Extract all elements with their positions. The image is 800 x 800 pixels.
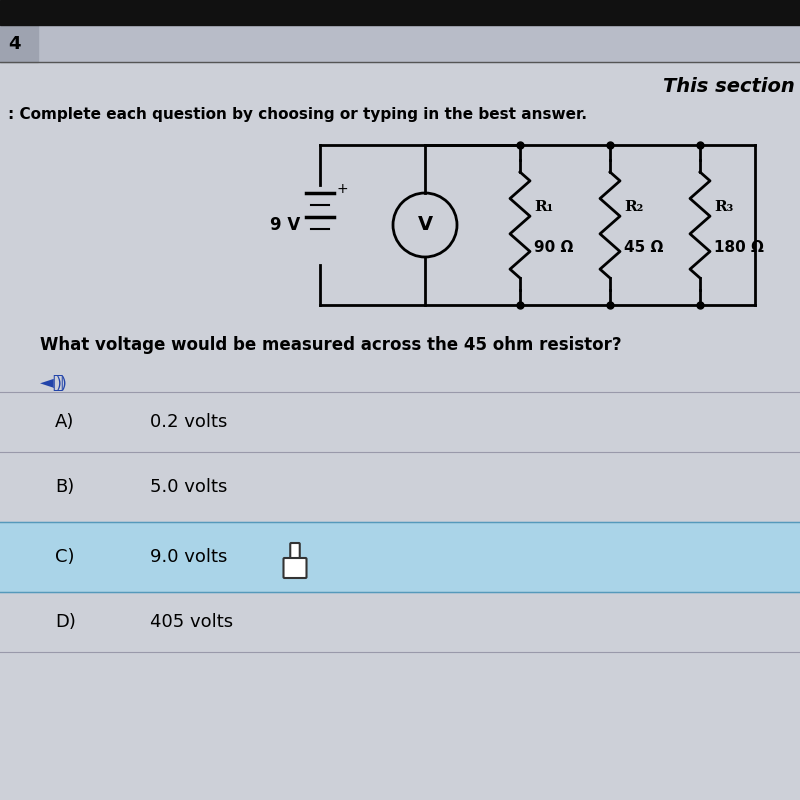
Text: 9 V: 9 V [270,216,300,234]
Text: ◄⧗: ◄⧗ [40,374,65,392]
Text: This section: This section [663,77,795,95]
Text: )): )) [56,375,68,390]
Text: 5.0 volts: 5.0 volts [150,478,227,496]
Text: R₃: R₃ [714,200,734,214]
Text: R₁: R₁ [534,200,554,214]
Bar [0,522,800,592]
Text: R₂: R₂ [624,200,643,214]
Bar [0,25,800,62]
Text: 90 Ω: 90 Ω [534,239,574,254]
Text: 45 Ω: 45 Ω [624,239,663,254]
Text: C): C) [55,548,74,566]
Bar [0,0,800,25]
Text: 4: 4 [8,35,21,53]
Text: What voltage would be measured across the 45 ohm resistor?: What voltage would be measured across th… [40,336,622,354]
Text: : Complete each question by choosing or typing in the best answer.: : Complete each question by choosing or … [8,107,587,122]
Text: V: V [418,215,433,234]
Text: 0.2 volts: 0.2 volts [150,413,227,431]
Text: A): A) [55,413,74,431]
FancyBboxPatch shape [290,543,300,563]
Text: +: + [337,182,349,196]
Text: 9.0 volts: 9.0 volts [150,548,227,566]
FancyBboxPatch shape [283,558,306,578]
Text: D): D) [55,613,76,631]
Bar [0,25,38,62]
Text: 180 Ω: 180 Ω [714,239,764,254]
Text: 405 volts: 405 volts [150,613,233,631]
Text: B): B) [55,478,74,496]
